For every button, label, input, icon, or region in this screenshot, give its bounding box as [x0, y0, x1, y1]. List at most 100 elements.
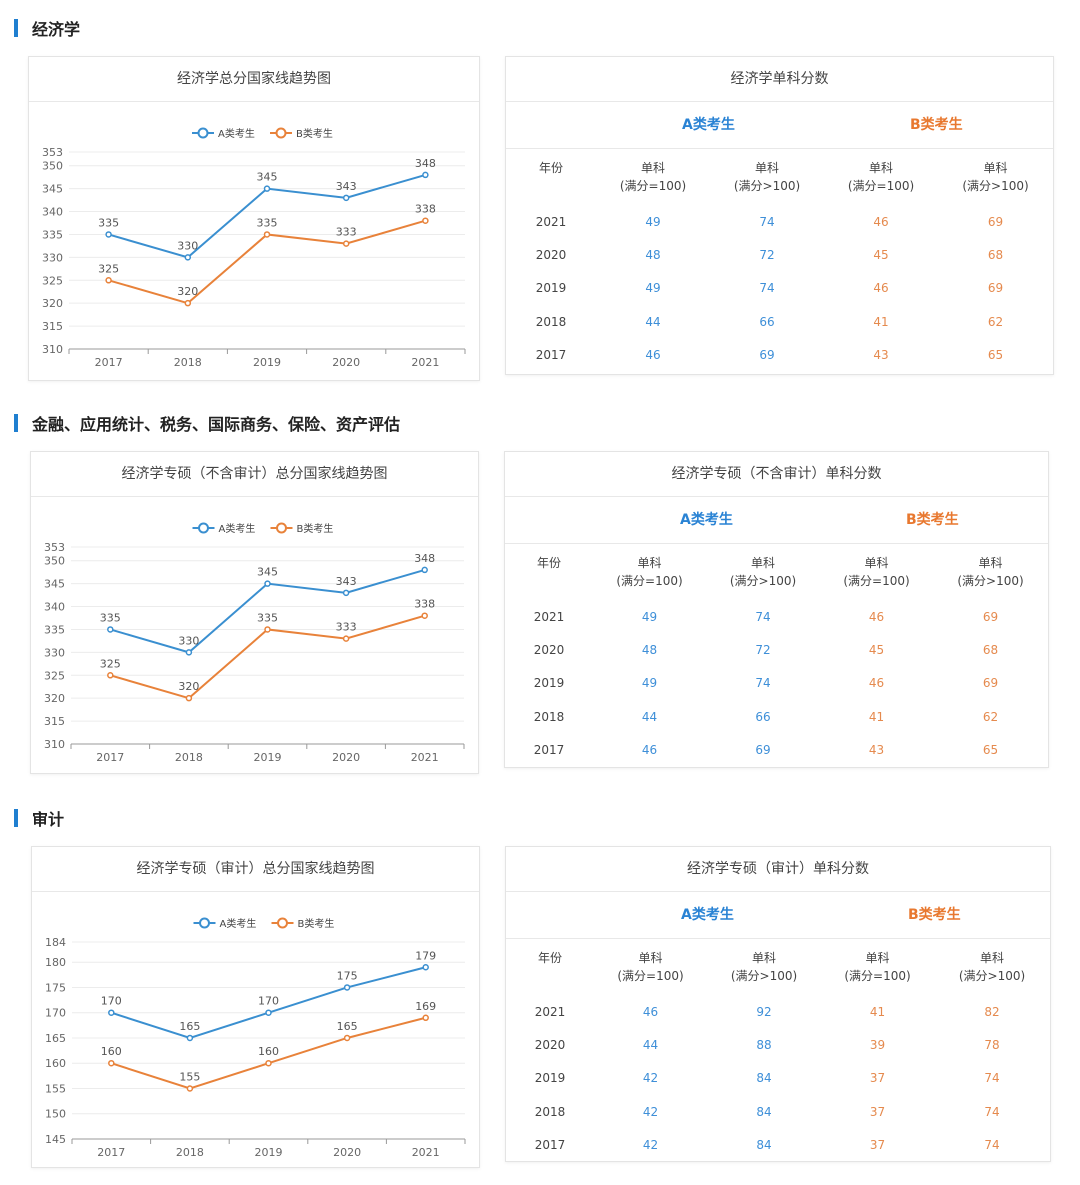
y-tick-label: 325 — [42, 274, 63, 287]
a-single-100-cell: 42 — [642, 1071, 659, 1086]
year-cell: 2020 — [534, 1038, 566, 1053]
a-single-100-cell: 42 — [642, 1104, 659, 1119]
a-single-gt100-cell: 72 — [755, 643, 771, 658]
legend-label: A类考生 — [220, 917, 257, 930]
a-single-100-cell: 49 — [641, 609, 658, 624]
legend-swatch-marker — [198, 522, 209, 534]
a-single-gt100-cell: 69 — [755, 743, 771, 758]
data-point — [108, 1009, 115, 1016]
year-cell: 2018 — [534, 1104, 566, 1119]
legend-swatch-marker — [197, 127, 209, 139]
chart-card-economics: 经济学总分国家线趋势图 A类考生 B类考生 310 315 320 325 330 335 34… — [28, 56, 480, 381]
b-single-100-cell: 46 — [873, 214, 889, 229]
y-tick-label: 320 — [42, 297, 63, 310]
legend-label: B类考生 — [297, 522, 334, 535]
b-single-gt100-cell: 69 — [987, 281, 1004, 296]
year-cell: 2019 — [534, 1071, 566, 1086]
data-label: 348 — [415, 157, 436, 170]
year-cell: 2021 — [534, 1004, 566, 1019]
chart-card-professional: 经济学专硕（不含审计）总分国家线趋势图 A类考生 B类考生 310 315 320 325… — [30, 451, 479, 774]
data-label: 325 — [100, 657, 121, 670]
b-single-gt100-cell: 74 — [984, 1071, 1000, 1086]
y-tick-label: 330 — [44, 646, 65, 659]
table-card-economics: 经济学单科分数 A类考生 B类考生 年份 单科 (满分=100) 单科 (满分>10… — [505, 56, 1054, 375]
data-point — [422, 1014, 429, 1022]
a-single-gt100-cell: 84 — [756, 1104, 772, 1119]
table-card-audit: 经济学专硕（审计）单科分数 A类考生 B类考生 年份 单科 (满分=100) 单科… — [505, 846, 1051, 1162]
a-single-gt100-cell: 66 — [759, 314, 775, 329]
b-single-gt100-cell: 62 — [982, 709, 999, 724]
data-point — [342, 635, 350, 642]
group-a-label: A类考生 — [680, 512, 733, 528]
col-header-b-full100: 单科 (满分=100) — [847, 161, 915, 193]
col-header-b-fullgt100: 单科 (满分>100) — [958, 951, 1026, 983]
a-single-gt100-cell: 74 — [759, 214, 775, 229]
table-row: 2019 49 74 46 69 — [506, 272, 1053, 305]
a-single-gt100-cell: 74 — [759, 281, 775, 296]
year-cell: 2017 — [535, 348, 567, 363]
y-tick-label: 350 — [44, 555, 65, 568]
year-cell: 2019 — [535, 281, 567, 296]
data-label: 343 — [336, 575, 357, 588]
x-tick-label: 2020 — [332, 751, 360, 764]
b-single-100-cell: 37 — [869, 1104, 886, 1119]
section-title: 经济学 — [32, 20, 81, 39]
data-point — [421, 566, 428, 574]
section-title: 金融、应用统计、税务、国际商务、保险、资产评估 — [32, 415, 401, 434]
a-single-100-cell: 49 — [641, 676, 658, 691]
data-label: 179 — [415, 949, 436, 962]
data-label: 175 — [337, 969, 358, 982]
x-tick-label: 2021 — [411, 356, 439, 369]
table-title: 经济学专硕（审计）单科分数 — [506, 847, 1050, 892]
section-accent-bar — [14, 414, 18, 432]
b-single-100-cell: 46 — [868, 609, 885, 624]
b-single-100-cell: 46 — [873, 281, 889, 296]
a-single-100-cell: 48 — [641, 643, 658, 658]
x-tick-label: 2021 — [411, 751, 439, 764]
data-point — [108, 1059, 115, 1067]
data-point — [186, 1085, 194, 1092]
chart-card-audit: 经济学专硕（审计）总分国家线趋势图 A类考生 B类考生 145 150 155 160 16… — [31, 846, 480, 1168]
legend-label: A类考生 — [219, 522, 256, 535]
table-header-row: 年份 单科 (满分=100) 单科 (满分>100) 单科 (满分=100) 单科 (满… — [506, 939, 1050, 995]
data-point — [422, 964, 429, 971]
chart-title: 经济学专硕（审计）总分国家线趋势图 — [32, 847, 479, 892]
col-header-year: 年份 — [537, 951, 562, 965]
table-row: 2021 49 74 46 69 — [505, 600, 1048, 633]
b-single-100-cell: 37 — [869, 1071, 886, 1086]
a-single-100-cell: 46 — [642, 1004, 659, 1019]
a-single-gt100-cell: 74 — [755, 676, 771, 691]
table-row: 2018 44 66 41 62 — [506, 305, 1053, 338]
table-title: 经济学单科分数 — [506, 57, 1053, 102]
col-header-b-full100: 单科 (满分=100) — [843, 556, 910, 588]
year-cell: 2018 — [535, 314, 567, 329]
y-tick-label: 335 — [42, 228, 63, 241]
y-tick-label: 175 — [45, 981, 66, 994]
data-point — [342, 589, 350, 597]
table-header-row: 年份 单科 (满分=100) 单科 (满分>100) 单科 (满分=100) 单科 (满… — [506, 149, 1053, 205]
y-tick-label: 160 — [45, 1057, 66, 1070]
y-tick-label: 320 — [44, 692, 65, 705]
data-point — [421, 612, 428, 619]
group-b-label: B类考生 — [908, 907, 961, 923]
data-label: 345 — [257, 566, 278, 579]
table-header-row: 年份 单科 (满分=100) 单科 (满分>100) 单科 (满分=100) 单科 (满… — [505, 544, 1048, 600]
score-table: 年份 单科 (满分=100) 单科 (满分>100) 单科 (满分=100) 单科 (满… — [506, 939, 1050, 1162]
data-point — [107, 672, 114, 679]
data-point — [265, 1059, 272, 1067]
legend-label: B类考生 — [298, 917, 335, 930]
b-single-100-cell: 43 — [868, 743, 885, 758]
b-single-100-cell: 45 — [873, 248, 889, 263]
x-tick-label: 2017 — [96, 751, 124, 764]
data-label: 170 — [101, 995, 122, 1008]
table-row: 2017 46 69 43 65 — [506, 339, 1053, 372]
y-tick-label: 353 — [42, 146, 63, 159]
y-tick-label: 335 — [44, 623, 65, 636]
data-label: 335 — [100, 611, 121, 624]
b-single-100-cell: 41 — [869, 1004, 886, 1019]
y-tick-label: 340 — [42, 206, 63, 219]
data-point — [263, 185, 271, 192]
x-tick-label: 2020 — [332, 356, 360, 369]
x-tick-label: 2018 — [176, 1146, 204, 1159]
